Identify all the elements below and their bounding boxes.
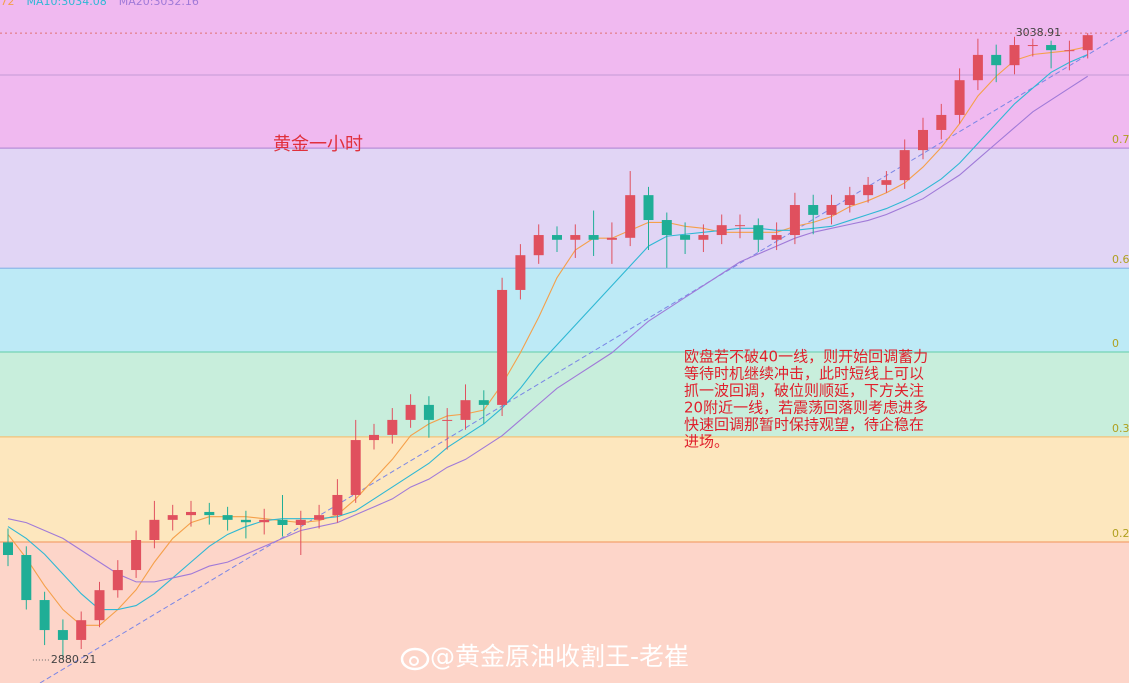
- candle-body: [735, 225, 745, 227]
- ma-legend: 4.72: [0, 0, 15, 8]
- fib-label: 0.2: [1112, 527, 1129, 540]
- candle-body: [606, 237, 617, 240]
- candle-body: [204, 511, 215, 516]
- candle-body: [515, 255, 526, 290]
- fib-band: [0, 351, 1129, 437]
- candle-body: [698, 235, 709, 240]
- watermark-text: @黄金原油收割王-老崔: [430, 642, 689, 671]
- candle-body: [149, 519, 160, 541]
- candle-body: [680, 235, 691, 240]
- candle-body: [21, 555, 32, 601]
- candle-body: [1009, 45, 1020, 66]
- fib-label: 0.3: [1112, 422, 1129, 435]
- candle-body: [661, 220, 672, 236]
- candle-body: [844, 195, 855, 206]
- candle-body: [387, 419, 398, 435]
- candle-body: [991, 54, 1002, 66]
- fib-band: [0, 436, 1129, 542]
- ma-legend: MA10:3034.08: [27, 0, 107, 8]
- candle-body: [314, 515, 325, 520]
- candle-body: [826, 205, 837, 215]
- candle-body: [76, 620, 87, 640]
- candle-body: [405, 404, 416, 420]
- weibo-icon-eye: [409, 656, 419, 666]
- candle-body: [332, 494, 343, 516]
- candle-body: [277, 519, 288, 525]
- candle-body: [881, 180, 892, 185]
- fib-label: 0: [1112, 337, 1119, 350]
- ma-line: [7, 75, 1088, 583]
- candle-body: [863, 184, 874, 196]
- candle-body: [131, 540, 142, 571]
- candle-body: [570, 235, 581, 240]
- annotation-line: 20附近一线，若震荡回落则考虑进多: [684, 399, 928, 417]
- candle-body: [808, 205, 819, 215]
- fib-label: 0.6: [1112, 253, 1129, 266]
- candle-body: [771, 235, 782, 240]
- candle-body: [442, 419, 453, 421]
- watermark: @黄金原油收割王-老崔: [400, 642, 689, 671]
- annotation-line: 快速回调那暂时保持观望，待企稳在: [684, 416, 924, 434]
- weibo-icon: [400, 647, 430, 671]
- candle-body: [350, 440, 361, 495]
- candle-body: [972, 54, 983, 81]
- ma-line: [7, 46, 1088, 626]
- annotation-line: 进场。: [684, 433, 729, 451]
- annotation-line: 欧盘若不破40一线，则开始回调蓄力: [684, 348, 928, 366]
- fib-label: 0.7: [1112, 133, 1129, 146]
- candle-body: [899, 150, 910, 181]
- candle-body: [39, 600, 50, 631]
- candle-body: [954, 80, 965, 115]
- candle-body: [716, 225, 727, 236]
- candle-body: [57, 630, 68, 640]
- candle-body: [423, 404, 434, 420]
- annotation-line: 抓一波回调，破位则顺延，下方关注: [684, 382, 924, 400]
- candle-body: [753, 225, 764, 240]
- candle-body: [643, 195, 654, 221]
- chart-title: 黄金一小时: [273, 134, 363, 155]
- candle-body: [625, 195, 636, 238]
- candle-body: [94, 590, 105, 621]
- candle-body: [240, 519, 251, 523]
- candle-body: [789, 205, 800, 236]
- candle-body: [3, 542, 13, 556]
- low-price-label: 2880.21: [51, 653, 97, 666]
- candle-body: [222, 515, 233, 520]
- candle-body: [533, 235, 544, 256]
- candle-body: [369, 434, 379, 441]
- candle-body: [295, 519, 306, 525]
- candle-body: [167, 515, 178, 520]
- candle-body: [497, 289, 508, 405]
- fib-band: [0, 148, 1129, 269]
- fib-band: [0, 541, 1129, 683]
- candle-body: [936, 114, 947, 130]
- candle-body: [552, 235, 562, 240]
- plot: 3038.91 2880.21: [3, 26, 1093, 666]
- ma-line: [7, 54, 1088, 611]
- ma-legend: MA20:3032.16: [119, 0, 199, 8]
- high-price-label: 3038.91: [1016, 26, 1061, 39]
- annotation-line: 等待时机继续冲击，此时短线上可以: [684, 365, 924, 383]
- candle-body: [588, 235, 599, 240]
- candle-body: [112, 570, 123, 591]
- candle-body: [1064, 50, 1075, 52]
- candle-body: [918, 129, 928, 151]
- candle-body: [478, 400, 489, 405]
- candle-body: [1027, 45, 1038, 47]
- candle-body: [259, 519, 270, 523]
- candle-body: [1082, 35, 1093, 51]
- candle-body: [460, 400, 471, 420]
- candle-body: [186, 511, 196, 516]
- candle-body: [1046, 45, 1057, 51]
- fib-band: [0, 268, 1129, 352]
